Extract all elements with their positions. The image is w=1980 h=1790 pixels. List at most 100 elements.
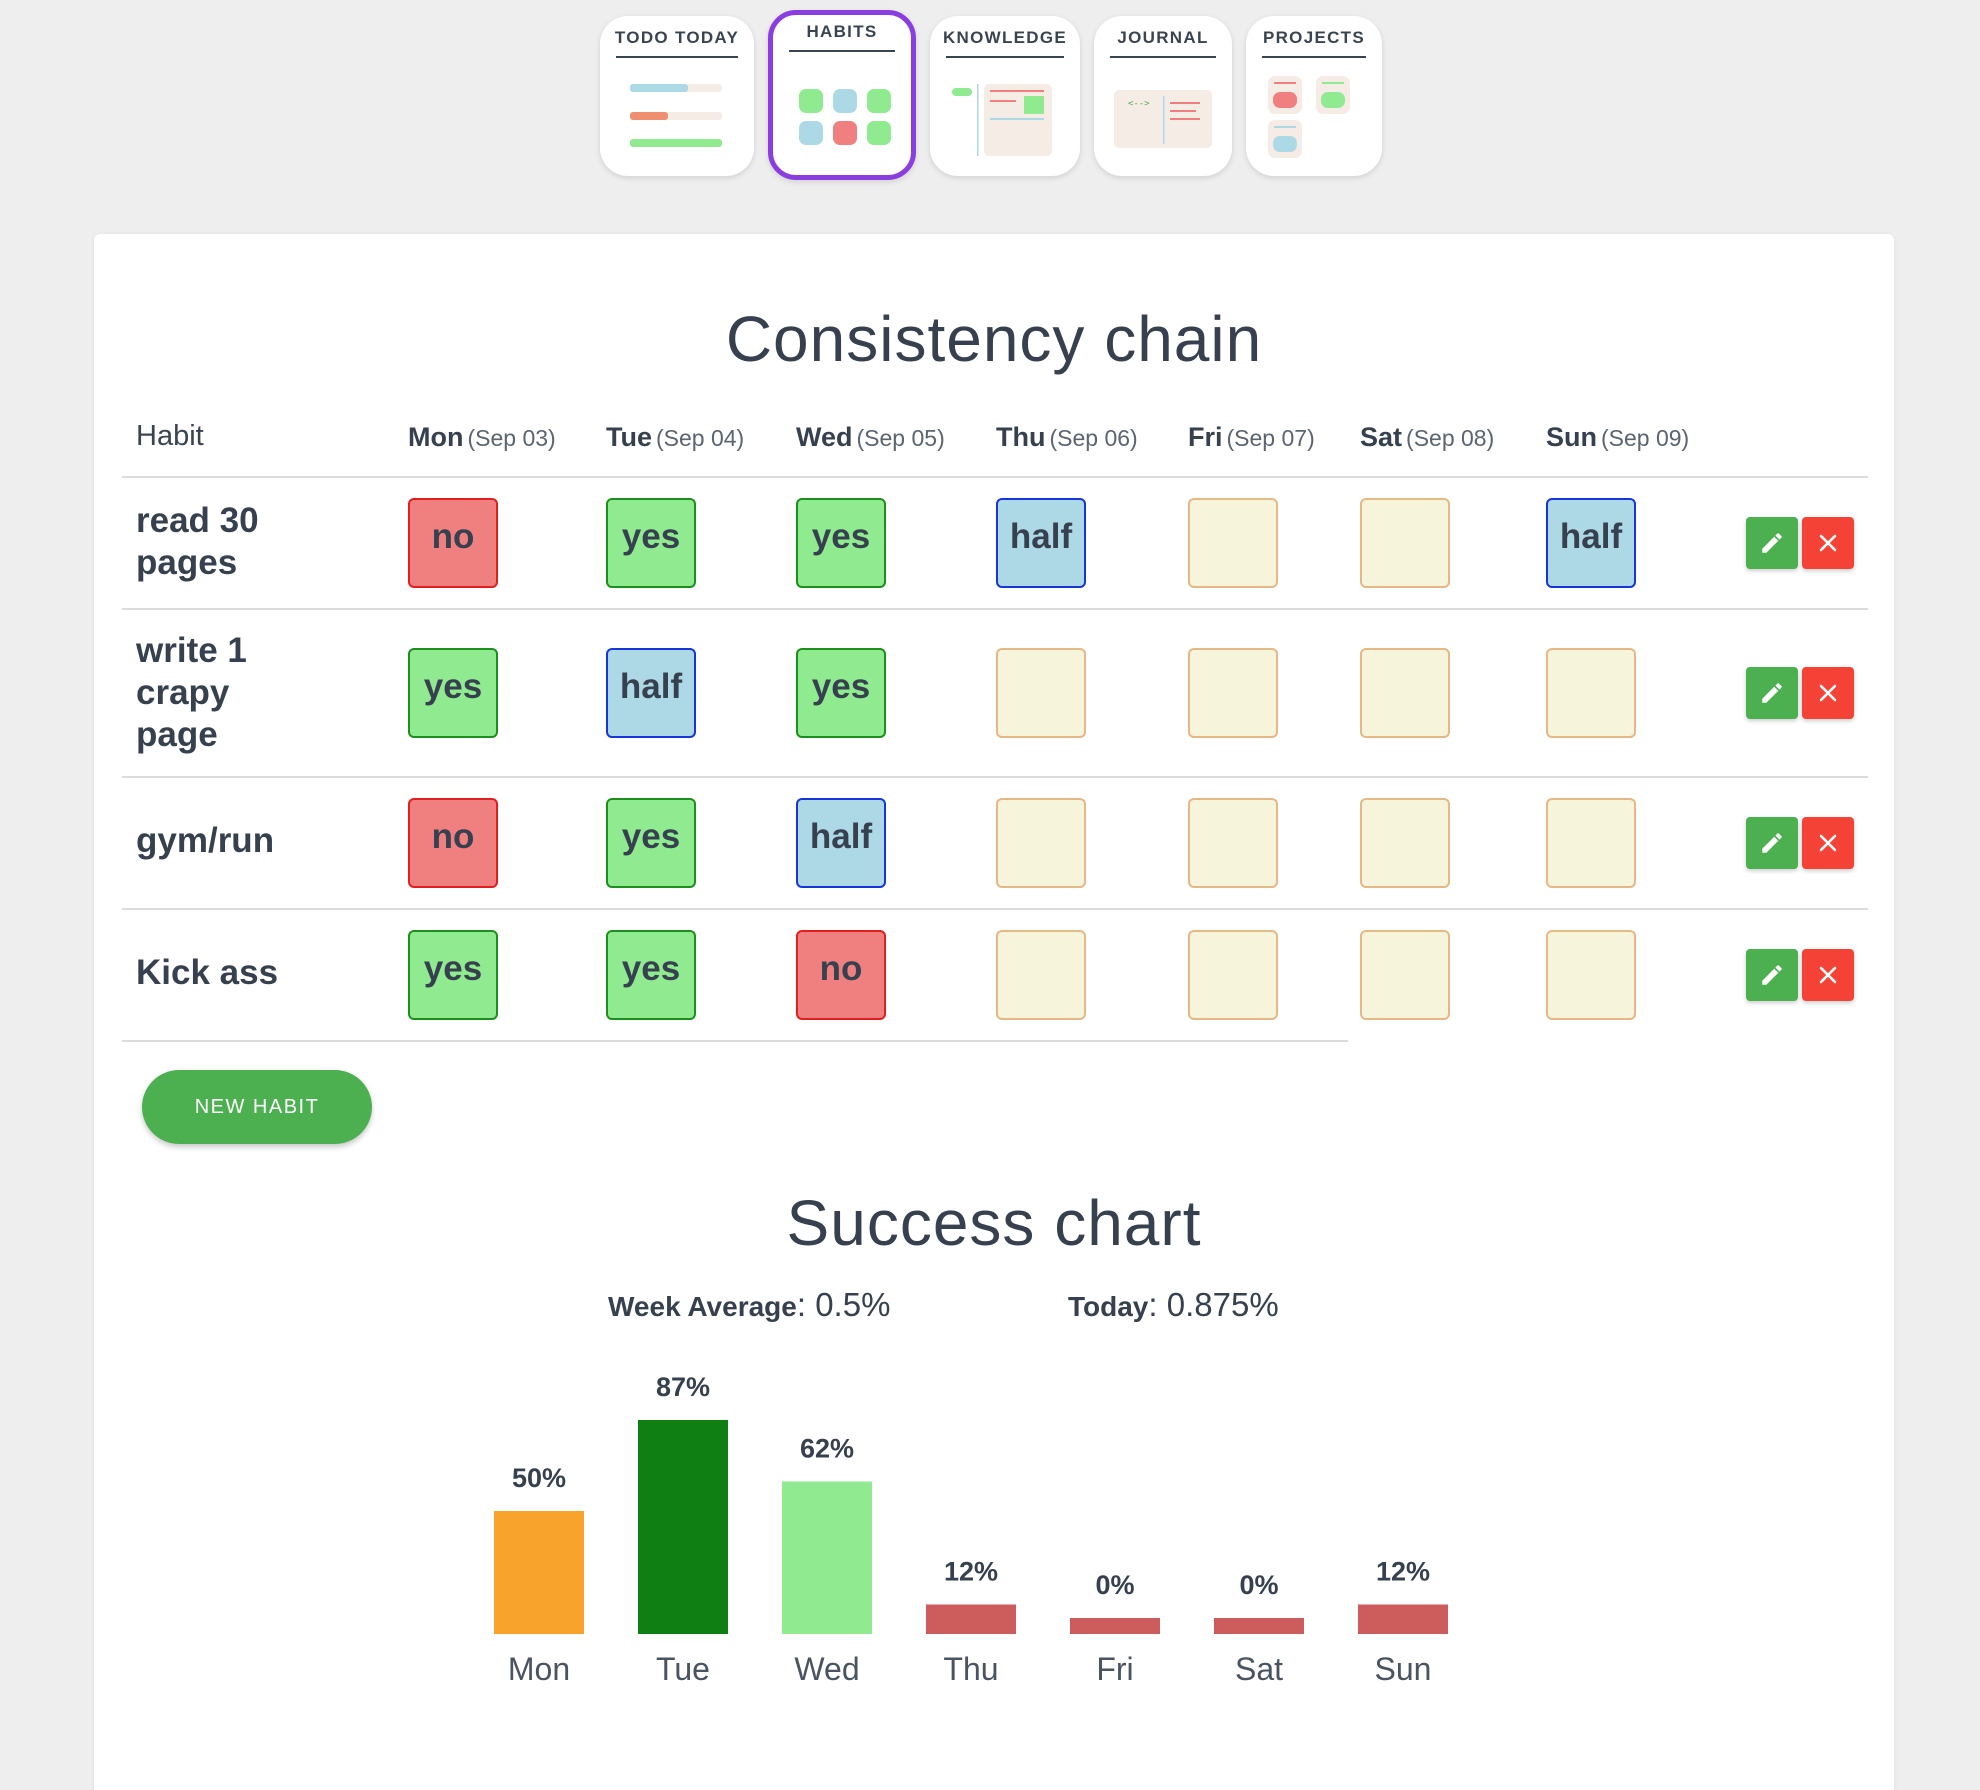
habit-cell[interactable]: no — [796, 930, 886, 1020]
habit-cell[interactable]: yes — [408, 648, 498, 738]
delete-habit-button[interactable] — [1802, 517, 1854, 569]
day-date: (Sep 03) — [467, 425, 556, 451]
habit-cell[interactable]: half — [606, 648, 696, 738]
habit-cell[interactable]: no — [408, 498, 498, 588]
habit-cell[interactable] — [996, 648, 1086, 738]
x-tick-label: Tue — [656, 1651, 710, 1687]
success-bar-chart: 50% Mon 87% Tue 62% Wed 12% Thu 0% Fri 0% Sat 12% Sun — [494, 1372, 1448, 1687]
new-habit-button[interactable]: NEW HABIT — [142, 1070, 372, 1144]
nav-divider — [616, 56, 738, 58]
nav-tile-projects[interactable]: PROJECTS — [1246, 16, 1382, 176]
bar-sun — [1358, 1604, 1448, 1634]
habit-cell[interactable] — [1546, 648, 1636, 738]
habit-cell[interactable] — [1546, 930, 1636, 1020]
nav-tile-todo-today[interactable]: TODO TODAY — [600, 16, 754, 176]
row-divider — [122, 908, 1868, 910]
nav-tile-habits[interactable]: HABITS — [768, 10, 916, 180]
bar-value-label: 87% — [656, 1372, 710, 1402]
habit-cell[interactable]: yes — [606, 798, 696, 888]
day-date: (Sep 06) — [1049, 425, 1138, 451]
delete-habit-button[interactable] — [1802, 667, 1854, 719]
day-date: (Sep 07) — [1226, 425, 1315, 451]
habit-cell[interactable]: half — [796, 798, 886, 888]
pencil-icon — [1762, 683, 1782, 703]
habit-cell[interactable] — [1360, 648, 1450, 738]
habit-cell[interactable] — [1188, 798, 1278, 888]
habits-card: Consistency chain Habit Mon (Sep 03) Tue (S… — [94, 234, 1894, 1790]
week-average-value: 0.5% — [815, 1286, 891, 1323]
week-average-label: Week Average — [608, 1291, 797, 1322]
day-name: Sun — [1546, 422, 1597, 452]
habit-cell[interactable]: yes — [796, 648, 886, 738]
day-date: (Sep 04) — [656, 425, 745, 451]
todo-list-icon — [630, 84, 722, 147]
habit-cell[interactable] — [1360, 930, 1450, 1020]
habit-cell[interactable]: no — [408, 798, 498, 888]
bar-value-label: 62% — [800, 1433, 854, 1463]
habit-cell[interactable] — [996, 798, 1086, 888]
day-header-tue: Tue (Sep 04) — [606, 422, 744, 453]
bar-value-label: 50% — [512, 1463, 566, 1493]
day-header-sat: Sat (Sep 08) — [1360, 422, 1494, 453]
x-tick-label: Fri — [1096, 1651, 1133, 1687]
habit-name: gym/run — [136, 821, 275, 860]
week-average-stat: Week Average: 0.5% — [608, 1286, 891, 1323]
habit-cell[interactable] — [1188, 648, 1278, 738]
delete-habit-button[interactable] — [1802, 817, 1854, 869]
habit-cell[interactable]: half — [1546, 498, 1636, 588]
nav-label: HABITS — [806, 22, 878, 41]
close-icon — [1819, 534, 1837, 552]
x-tick-label: Sun — [1375, 1651, 1432, 1687]
day-header-fri: Fri (Sep 07) — [1188, 422, 1315, 453]
pencil-icon — [1762, 965, 1782, 985]
habit-column-header: Habit — [136, 420, 204, 452]
habit-cell[interactable]: yes — [606, 498, 696, 588]
habit-cell[interactable] — [996, 930, 1086, 1020]
habit-cell[interactable]: yes — [796, 498, 886, 588]
edit-habit-button[interactable] — [1746, 817, 1798, 869]
habit-cell[interactable]: yes — [408, 930, 498, 1020]
day-name: Mon — [408, 422, 464, 452]
day-name: Fri — [1188, 422, 1223, 452]
day-header-mon: Mon (Sep 03) — [408, 422, 556, 453]
close-icon — [1819, 684, 1837, 702]
bar-value-label: 12% — [1376, 1556, 1430, 1586]
nav-label: PROJECTS — [1262, 28, 1366, 47]
delete-habit-button[interactable] — [1802, 949, 1854, 1001]
row-divider — [122, 776, 1868, 778]
nav-label: TODO TODAY — [614, 28, 740, 47]
bar-thu — [926, 1604, 1016, 1634]
row-divider — [122, 608, 1868, 610]
pencil-icon — [1762, 833, 1782, 853]
x-tick-label: Sat — [1235, 1651, 1283, 1687]
day-date: (Sep 05) — [856, 425, 945, 451]
habit-cell[interactable]: yes — [606, 930, 696, 1020]
nav-divider — [1110, 56, 1216, 58]
bar-value-label: 12% — [944, 1556, 998, 1586]
edit-habit-button[interactable] — [1746, 667, 1798, 719]
habit-cell[interactable] — [1188, 498, 1278, 588]
x-tick-label: Mon — [508, 1651, 570, 1687]
nav-tile-journal[interactable]: JOURNAL <--> — [1094, 16, 1232, 176]
bar-fri — [1070, 1618, 1160, 1634]
habit-cell[interactable]: half — [996, 498, 1086, 588]
bar-value-label: 0% — [1239, 1570, 1278, 1600]
habit-cell[interactable] — [1360, 798, 1450, 888]
x-tick-label: Thu — [943, 1651, 998, 1687]
nav-divider — [1262, 56, 1366, 58]
projects-board-icon — [1268, 76, 1350, 158]
knowledge-icon — [952, 84, 1052, 156]
habit-cell[interactable] — [1188, 930, 1278, 1020]
habit-name: read 30 pages — [136, 501, 259, 582]
edit-habit-button[interactable] — [1746, 517, 1798, 569]
nav-label: JOURNAL — [1117, 28, 1209, 47]
bar-tue — [638, 1420, 728, 1634]
habit-name: Kick ass — [136, 953, 279, 992]
edit-habit-button[interactable] — [1746, 949, 1798, 1001]
habit-cell[interactable] — [1360, 498, 1450, 588]
day-name: Sat — [1360, 422, 1403, 452]
day-name: Tue — [606, 422, 652, 452]
nav-tile-knowledge[interactable]: KNOWLEDGE — [930, 16, 1080, 176]
row-divider — [122, 476, 1868, 478]
habit-cell[interactable] — [1546, 798, 1636, 888]
